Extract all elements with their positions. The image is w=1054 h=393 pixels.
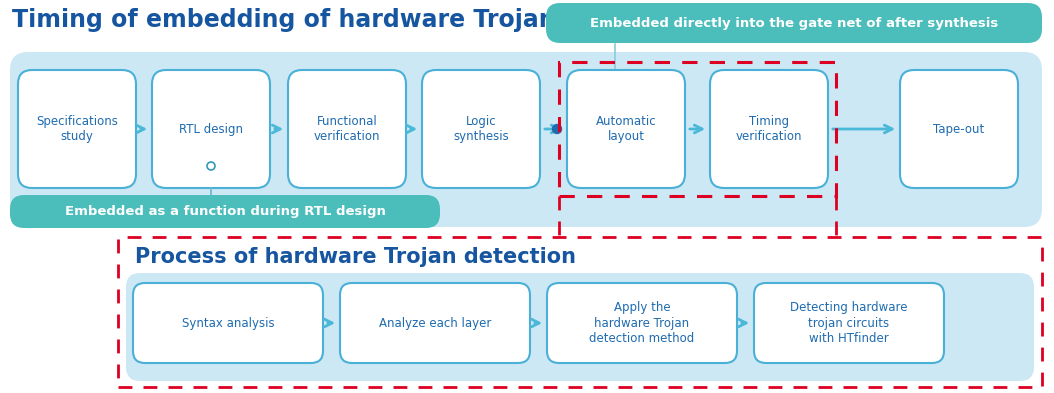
Text: Process of hardware Trojan detection: Process of hardware Trojan detection — [135, 247, 575, 267]
FancyBboxPatch shape — [567, 70, 685, 188]
FancyBboxPatch shape — [422, 70, 540, 188]
Text: Apply the
hardware Trojan
detection method: Apply the hardware Trojan detection meth… — [589, 301, 695, 345]
FancyBboxPatch shape — [754, 283, 944, 363]
FancyBboxPatch shape — [900, 70, 1018, 188]
FancyBboxPatch shape — [340, 283, 530, 363]
FancyBboxPatch shape — [9, 195, 440, 228]
Text: Embedded as a function during RTL design: Embedded as a function during RTL design — [64, 205, 386, 218]
FancyBboxPatch shape — [288, 70, 406, 188]
Bar — [559, 62, 836, 196]
Text: Functional
verification: Functional verification — [314, 115, 380, 143]
FancyBboxPatch shape — [546, 3, 1042, 43]
FancyBboxPatch shape — [9, 52, 1042, 227]
FancyBboxPatch shape — [152, 70, 270, 188]
FancyBboxPatch shape — [547, 283, 737, 363]
FancyBboxPatch shape — [18, 70, 136, 188]
Text: Timing of embedding of hardware Trojan: Timing of embedding of hardware Trojan — [12, 8, 555, 32]
Text: Timing
verification: Timing verification — [736, 115, 802, 143]
FancyBboxPatch shape — [126, 273, 1034, 381]
Text: Automatic
layout: Automatic layout — [596, 115, 657, 143]
Text: Embedded directly into the gate net of after synthesis: Embedded directly into the gate net of a… — [590, 17, 998, 29]
Text: Syntax analysis: Syntax analysis — [181, 316, 274, 329]
Text: Tape-out: Tape-out — [934, 123, 984, 136]
Text: Detecting hardware
trojan circuits
with HTfinder: Detecting hardware trojan circuits with … — [790, 301, 907, 345]
Bar — [118, 237, 1042, 387]
Text: Analyze each layer: Analyze each layer — [378, 316, 491, 329]
Text: Logic
synthesis: Logic synthesis — [453, 115, 509, 143]
FancyBboxPatch shape — [133, 283, 323, 363]
Text: Specifications
study: Specifications study — [36, 115, 118, 143]
Text: RTL design: RTL design — [179, 123, 243, 136]
FancyBboxPatch shape — [710, 70, 828, 188]
Circle shape — [552, 125, 562, 134]
